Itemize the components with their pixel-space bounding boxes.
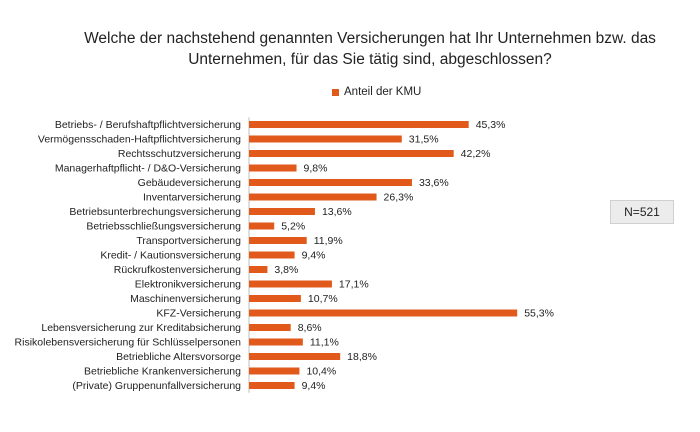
value-label: 18,8% bbox=[347, 351, 377, 363]
value-label: 13,6% bbox=[322, 206, 352, 218]
category-label: Rechtsschutzversicherung bbox=[118, 148, 241, 160]
bar bbox=[249, 222, 275, 230]
category-label: Gebäudeversicherung bbox=[138, 177, 241, 189]
category-label: Rückrufkostenversicherung bbox=[114, 264, 241, 276]
category-label: Transportversicherung bbox=[136, 235, 241, 247]
value-label: 31,5% bbox=[409, 134, 439, 146]
bar bbox=[249, 251, 295, 259]
bar bbox=[249, 338, 303, 346]
chart-legend: Anteil der KMU bbox=[332, 86, 421, 98]
value-label: 55,3% bbox=[524, 308, 554, 320]
bar bbox=[249, 382, 295, 389]
chart-title: Welche der nachstehend genannten Versich… bbox=[60, 28, 680, 70]
category-label: Lebensversicherung zur Kreditabsicherung bbox=[41, 322, 241, 334]
bar bbox=[249, 179, 412, 186]
bar bbox=[249, 208, 315, 215]
bar bbox=[249, 237, 307, 244]
category-label: (Private) Gruppenunfallversicherung bbox=[72, 380, 241, 392]
bar bbox=[249, 295, 301, 302]
category-label: KFZ-Versicherung bbox=[156, 308, 241, 320]
bar bbox=[249, 324, 291, 331]
bar bbox=[249, 367, 300, 375]
category-label: Betriebs- / Berufshaftpflichtversicherun… bbox=[55, 119, 241, 131]
category-label: Betriebliche Krankenversicherung bbox=[84, 366, 241, 378]
value-label: 8,6% bbox=[298, 322, 322, 334]
value-label: 10,4% bbox=[306, 366, 336, 378]
bar bbox=[249, 164, 297, 172]
sample-size-label: N=521 bbox=[624, 205, 660, 219]
bar bbox=[249, 280, 332, 288]
legend-swatch bbox=[332, 88, 339, 96]
chart-title-line-2: Unternehmen, für das Sie tätig sind, abg… bbox=[188, 51, 552, 68]
value-label: 3,8% bbox=[274, 264, 298, 276]
value-label: 17,1% bbox=[339, 279, 369, 291]
value-label: 9,8% bbox=[304, 163, 328, 175]
value-label: 5,2% bbox=[281, 221, 305, 233]
bar bbox=[249, 193, 377, 201]
bar bbox=[249, 266, 268, 273]
bar bbox=[249, 309, 518, 317]
category-label: Inventarversicherung bbox=[143, 192, 241, 204]
category-label: Managerhaftpflicht- / D&O-Versicherung bbox=[55, 163, 241, 175]
value-label: 9,4% bbox=[302, 250, 326, 262]
bar bbox=[249, 121, 469, 128]
category-label: Kredit- / Kautionsversicherung bbox=[100, 250, 241, 262]
bar bbox=[249, 353, 341, 360]
value-label: 26,3% bbox=[384, 192, 414, 204]
category-label: Betriebsunterbrechungsversicherung bbox=[69, 206, 241, 218]
sample-size-badge: N=521 bbox=[610, 200, 674, 224]
value-label: 42,2% bbox=[461, 148, 491, 160]
category-label: Betriebsschließungsversicherung bbox=[86, 221, 241, 233]
value-label: 11,1% bbox=[310, 337, 339, 349]
category-label: Betriebliche Altersvorsorge bbox=[116, 351, 241, 363]
value-label: 10,7% bbox=[308, 293, 338, 305]
legend-label: Anteil der KMU bbox=[344, 86, 422, 98]
category-label: Maschinenversicherung bbox=[130, 293, 241, 305]
chart-title-line-1: Welche der nachstehend genannten Versich… bbox=[84, 30, 656, 47]
category-label: Risikolebensversicherung für Schlüsselpe… bbox=[15, 337, 242, 349]
value-label: 9,4% bbox=[302, 380, 326, 392]
bar bbox=[249, 150, 454, 157]
bar bbox=[249, 135, 402, 143]
value-label: 45,3% bbox=[476, 119, 506, 131]
value-label: 33,6% bbox=[419, 177, 449, 189]
category-label: Vermögensschaden-Haftpflichtversicherung bbox=[38, 134, 241, 146]
value-label: 11,9% bbox=[314, 235, 343, 247]
category-label: Elektronikversicherung bbox=[135, 279, 241, 291]
